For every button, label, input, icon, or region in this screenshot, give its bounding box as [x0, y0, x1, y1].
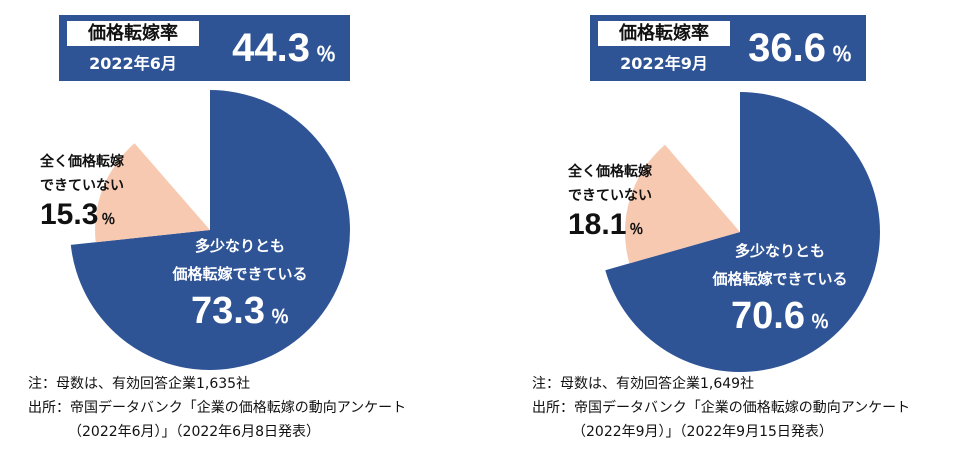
rate-header-date: 2022年6月 [89, 54, 177, 73]
slice-unit: ％ [629, 222, 644, 238]
pie-slice-some-pass-through [70, 90, 351, 370]
chart-panel-september: 価格転嫁率 2022年9月 36.6 ％ 全く価格転嫁 できていない 18.1 ％ … [488, 0, 958, 466]
pie-slice-no-pass-through [625, 144, 740, 264]
pie-chart [70, 90, 351, 370]
pie-slice-no-pass-through [95, 143, 210, 243]
slice-label-line2: 価格転嫁できている [172, 265, 308, 283]
note-source: 出所：帝国データバンク「企業の価格転嫁の動向アンケート [28, 400, 407, 416]
rate-header-value: 36.6 ％ [748, 23, 852, 73]
note-sample-size: 注：母数は、有効回答企業1,649社 [532, 376, 755, 392]
pie-chart [605, 92, 880, 372]
rate-header: 価格転嫁率 2022年9月 36.6 ％ [590, 15, 866, 81]
note-source-date: （2022年6月）」（2022年6月8日発表） [68, 424, 320, 440]
rate-header: 価格転嫁率 2022年6月 44.3 ％ [59, 15, 350, 81]
rate-number: 36.6 [748, 26, 826, 70]
rate-number: 44.3 [232, 26, 310, 70]
slice-label-line1: 多少なりとも [734, 242, 825, 260]
slice-unit: ％ [101, 212, 116, 228]
slice-value: 73.3 [191, 290, 265, 332]
rate-header-label: 価格転嫁率 [67, 21, 199, 46]
source-note: 注：母数は、有効回答企業1,635社 出所：帝国データバンク「企業の価格転嫁の動… [28, 372, 406, 444]
slice-label-line1: 全く価格転嫁 [40, 154, 124, 170]
slice-value: 70.6 [731, 295, 805, 337]
chart-panel-june: 価格転嫁率 2022年6月 44.3 ％ 全く価格転嫁 できていない 15.3 ％ … [0, 0, 470, 466]
pie-slice-some-pass-through [605, 92, 880, 372]
slice-unit: ％ [270, 307, 289, 328]
slice-label-line1: 全く価格転嫁 [568, 164, 652, 180]
rate-unit: ％ [316, 44, 336, 66]
note-source-date: （2022年9月）」（2022年9月15日発表） [572, 424, 833, 440]
slice-label-none: 全く価格転嫁 できていない 18.1 ％ [568, 160, 652, 242]
slice-label-some: 多少なりとも 価格転嫁できている 70.6 ％ [690, 237, 870, 339]
slice-label-line2: 価格転嫁できている [712, 270, 848, 288]
slice-value: 18.1 [568, 208, 627, 241]
slice-unit: ％ [810, 312, 829, 333]
source-note: 注：母数は、有効回答企業1,649社 出所：帝国データバンク「企業の価格転嫁の動… [532, 372, 910, 444]
note-sample-size: 注：母数は、有効回答企業1,635社 [28, 376, 251, 392]
slice-value: 15.3 [40, 198, 99, 231]
slice-label-none: 全く価格転嫁 できていない 15.3 ％ [40, 150, 124, 232]
slice-label-line1: 多少なりとも [194, 237, 285, 255]
rate-header-value: 44.3 ％ [232, 23, 336, 73]
slice-label-line2: できていない [568, 188, 652, 204]
rate-header-date: 2022年9月 [620, 54, 708, 73]
rate-header-label: 価格転嫁率 [598, 21, 730, 46]
note-source: 出所：帝国データバンク「企業の価格転嫁の動向アンケート [532, 400, 911, 416]
rate-unit: ％ [832, 44, 852, 66]
slice-label-some: 多少なりとも 価格転嫁できている 73.3 ％ [150, 232, 330, 334]
slice-label-line2: できていない [40, 178, 124, 194]
